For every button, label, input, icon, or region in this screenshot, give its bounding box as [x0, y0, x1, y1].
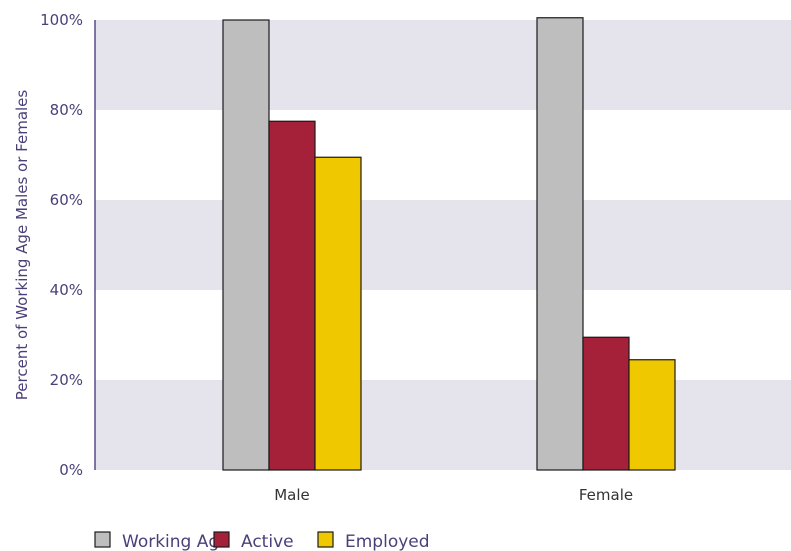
- grid-band: [95, 200, 791, 290]
- legend-swatch: [213, 531, 230, 548]
- x-category-labels: Male Female: [274, 486, 633, 504]
- grid-band: [95, 20, 791, 110]
- legend-label: Active: [241, 532, 294, 551]
- y-tick-labels: 0% 20% 40% 60% 80% 100%: [40, 11, 83, 479]
- y-tick-label: 20%: [50, 371, 83, 389]
- legend-swatch: [94, 531, 111, 548]
- grid-bands: [95, 20, 791, 470]
- legend-label: Employed: [345, 532, 430, 551]
- y-tick-label: 80%: [50, 101, 83, 119]
- bar-active-female: [582, 336, 630, 471]
- x-category-label: Female: [579, 486, 633, 504]
- legend-swatch: [317, 531, 334, 548]
- bars-group: [222, 17, 676, 471]
- y-axis-label: Percent of Working Age Males or Females: [13, 90, 31, 401]
- y-tick-label: 100%: [40, 11, 83, 29]
- bar-employed-female: [628, 359, 676, 471]
- legend-label: Working Age: [122, 532, 230, 551]
- bar-working-age-male: [222, 19, 270, 471]
- legend: Working Age Active Employed: [94, 531, 430, 551]
- x-category-label: Male: [274, 486, 310, 504]
- y-tick-label: 40%: [50, 281, 83, 299]
- bar-active-male: [268, 120, 316, 471]
- y-tick-label: 0%: [59, 461, 83, 479]
- bar-employed-male: [314, 156, 362, 471]
- y-tick-label: 60%: [50, 191, 83, 209]
- grid-band: [95, 380, 791, 470]
- bar-working-age-female: [536, 17, 584, 471]
